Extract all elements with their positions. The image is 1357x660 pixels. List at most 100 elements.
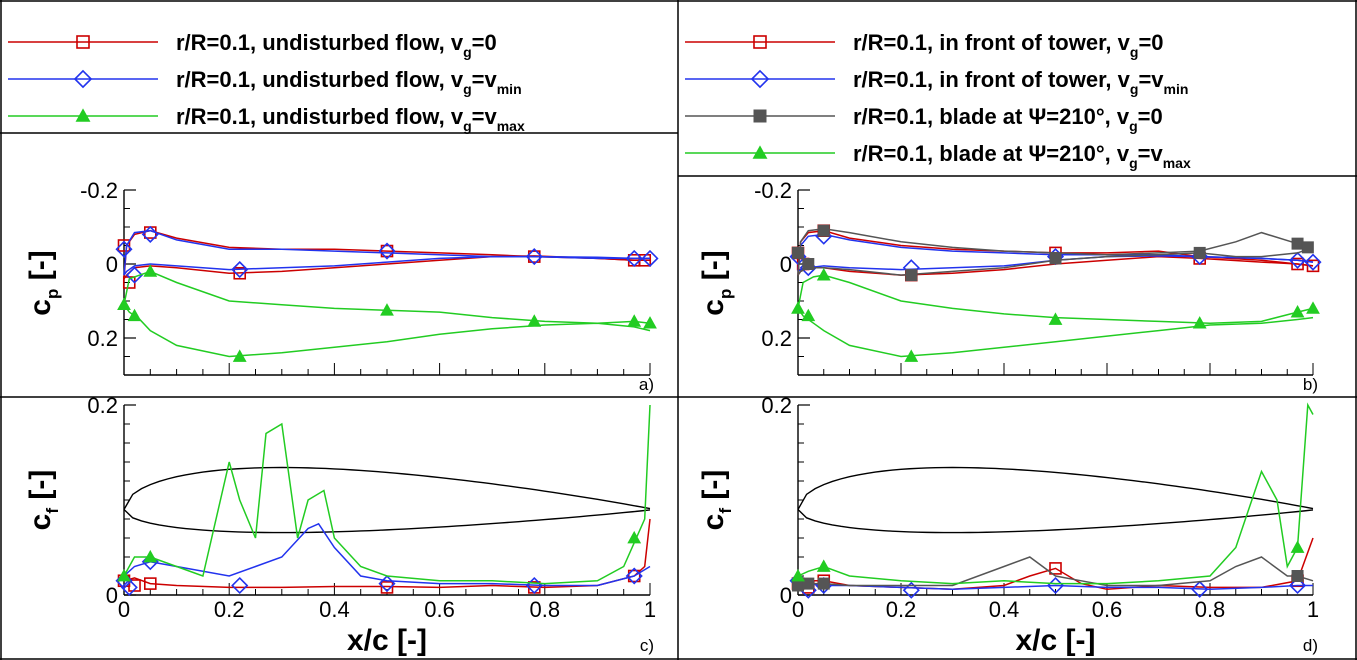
legend-label-subscript2: max: [497, 118, 525, 134]
legend-label-equals: =0: [1138, 104, 1163, 129]
y-axis-label-unit: [-]: [24, 470, 57, 508]
legend-entry-1: r/R=0.1, undisturbed flow, vg=vmin: [8, 67, 522, 97]
y-axis-label: cf [-]: [697, 470, 735, 531]
y-tick-label: -0.2: [754, 178, 792, 203]
legend-label-main: r/R=0.1, blade at Ψ=210°, v: [853, 141, 1130, 166]
data-point: [625, 567, 643, 585]
data-point: [380, 581, 394, 594]
data-point: [625, 249, 643, 268]
y-tick-label: 0: [780, 583, 792, 608]
panel-3: 0 0.2 0 0.2 0.4 0.6 0.8 1 x/c [-] cf [-] d): [697, 393, 1319, 657]
panel-label: b): [1303, 375, 1318, 394]
y-tick-label: 0.2: [87, 326, 118, 351]
legend-entry-2: r/R=0.1, blade at Ψ=210°, vg=0: [685, 104, 1163, 134]
data-point: [1049, 252, 1062, 265]
y-axis-label-unit: [-]: [697, 470, 730, 508]
data-point: [1306, 301, 1320, 314]
series-line-upper: [123, 270, 651, 324]
y-tick-label: 0.2: [87, 393, 118, 418]
data-point: [627, 569, 641, 583]
data-point: [1291, 237, 1304, 250]
series-line-lower: [797, 307, 1314, 358]
data-point: [117, 568, 131, 582]
data-point: [380, 303, 394, 316]
data-point: [141, 225, 159, 243]
legend-marker: [73, 69, 93, 89]
legend-marker: [75, 108, 91, 122]
data-point: [380, 244, 394, 258]
x-axis-label: x/c [-]: [1015, 624, 1095, 657]
data-point: [1191, 580, 1209, 598]
series-line-upper: [797, 228, 1314, 276]
x-tick-label: 0.4: [319, 597, 350, 622]
airfoil-lower-outline: [123, 508, 651, 534]
panel-label: c): [640, 636, 654, 655]
data-point: [627, 314, 642, 327]
x-tick-label: 0.2: [886, 597, 917, 622]
data-point: [817, 577, 830, 590]
panel-1: -0.2 0 0.2 cp [-] b): [697, 178, 1322, 394]
series-line-upper: [123, 522, 651, 587]
legend-right: r/R=0.1, in front of tower, vg=0r/R=0.1,…: [685, 30, 1191, 171]
data-point: [117, 297, 131, 311]
legend-label-equals: =v: [472, 104, 498, 129]
x-tick-label: 0: [792, 597, 804, 622]
data-point: [816, 268, 831, 281]
legend-label: r/R=0.1, blade at Ψ=210°, vg=0: [853, 104, 1163, 134]
y-axis-label: cp [-]: [697, 250, 735, 315]
data-point: [902, 581, 920, 599]
legend-label: r/R=0.1, undisturbed flow, vg=vmin: [176, 67, 522, 97]
data-point: [801, 308, 816, 322]
x-tick-label: 0.8: [1195, 597, 1226, 622]
data-point: [791, 568, 805, 582]
data-point: [527, 314, 542, 327]
legend-label-subscript2: max: [1163, 155, 1191, 171]
y-axis-label-subscript: f: [43, 508, 62, 514]
legend-label: r/R=0.1, undisturbed flow, vg=vmax: [176, 104, 525, 134]
data-point: [1306, 259, 1320, 273]
series-line-upper: [797, 537, 1314, 591]
data-point: [1048, 312, 1063, 325]
y-tick-label: 0: [106, 583, 118, 608]
y-tick-label: 0: [106, 252, 118, 277]
legend-label-main: r/R=0.1, undisturbed flow, v: [176, 30, 464, 55]
legend-label-main: r/R=0.1, in front of tower, v: [853, 67, 1131, 92]
series-line-upper: [797, 556, 1314, 587]
data-point: [120, 578, 138, 596]
legend-marker: [752, 145, 768, 159]
legend-label-subscript2: min: [497, 81, 522, 97]
x-tick-label: 0.6: [424, 597, 455, 622]
legend-label-main: r/R=0.1, blade at Ψ=210°, v: [853, 104, 1130, 129]
panel-label: d): [1303, 636, 1318, 655]
data-point: [233, 266, 247, 280]
y-axis-label: cf [-]: [24, 470, 62, 531]
y-axis-label-subscript: p: [43, 289, 62, 299]
legend-left: r/R=0.1, undisturbed flow, vg=0r/R=0.1, …: [8, 30, 525, 134]
series-green: [791, 402, 1314, 585]
data-point: [627, 530, 642, 544]
series-green: [117, 264, 657, 362]
data-point: [904, 349, 919, 362]
legend-label-subscript: g: [1130, 81, 1139, 97]
series-line-upper: [797, 274, 1314, 324]
data-point: [127, 308, 142, 322]
data-point: [115, 240, 133, 258]
data-point: [1290, 540, 1305, 553]
legend-label-subscript: g: [463, 44, 472, 60]
legend-marker: [753, 35, 767, 49]
legend-marker: [753, 109, 767, 123]
series-line-lower: [123, 255, 650, 276]
airfoil-lower-outline: [797, 508, 1314, 534]
data-point: [792, 246, 804, 259]
legend-label: r/R=0.1, in front of tower, vg=0: [853, 30, 1164, 60]
airfoil-upper-outline: [797, 466, 1314, 510]
data-point: [1049, 562, 1062, 575]
data-point: [1288, 576, 1307, 595]
series-line-upper: [123, 404, 651, 585]
plot-panels: -0.200.2cp [-]a)-0.200.2cp [-]b)00.20 0.2…: [24, 178, 1322, 657]
data-point: [144, 577, 157, 590]
y-axis-label-unit: [-]: [24, 250, 57, 288]
data-point: [792, 579, 804, 592]
data-point: [378, 575, 396, 593]
data-point: [1304, 253, 1322, 271]
